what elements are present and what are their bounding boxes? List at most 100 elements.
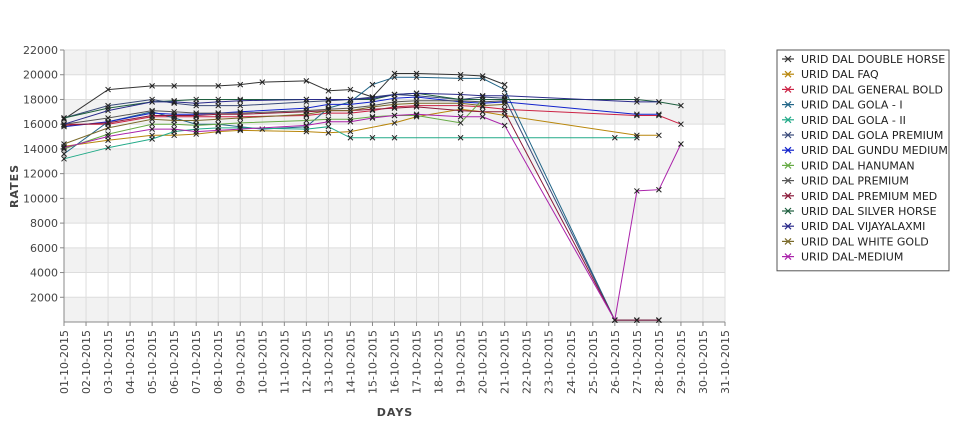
data-point-marker — [215, 99, 222, 105]
legend-marker — [784, 85, 792, 93]
data-point-marker — [325, 87, 332, 94]
x-tick-label: 15-10-2015 — [366, 330, 379, 394]
legend-marker — [784, 131, 792, 139]
data-point-marker — [656, 99, 662, 105]
y-tick-label: 6000 — [30, 242, 58, 255]
data-point-marker — [105, 125, 111, 131]
x-tick-label: 19-10-2015 — [455, 330, 468, 394]
x-tick-label: 05-10-2015 — [146, 330, 159, 394]
x-tick-label: 07-10-2015 — [190, 330, 203, 394]
data-point-marker — [325, 118, 332, 125]
legend-label: URID DAL HANUMAN — [801, 159, 915, 172]
data-point-marker — [678, 121, 684, 128]
legend-item: URID DAL VIJAYALAXMI — [782, 220, 925, 233]
x-tick-label: 10-10-2015 — [256, 330, 269, 394]
grid-lines — [63, 49, 726, 322]
data-point-marker — [61, 115, 67, 121]
data-point-marker — [656, 317, 662, 323]
series-group — [61, 123, 640, 162]
data-point-marker — [479, 73, 486, 79]
data-point-marker — [413, 111, 420, 118]
data-point-marker — [215, 127, 222, 134]
x-tick-label: 31-10-2015 — [719, 330, 732, 394]
legend-item: URID DAL WHITE GOLD — [782, 235, 929, 248]
data-point-marker — [391, 134, 398, 141]
legend-label: URID DAL PREMIUM — [801, 175, 909, 188]
x-axis-title: DAYS — [377, 406, 413, 419]
data-point-marker — [501, 86, 508, 93]
data-point-marker — [105, 144, 111, 151]
data-point-marker — [634, 132, 640, 139]
data-point-marker — [193, 100, 200, 107]
data-point-marker — [413, 90, 420, 97]
data-point-marker — [303, 99, 310, 105]
data-point-marker — [347, 110, 354, 116]
data-point-marker — [457, 107, 464, 114]
legend-marker — [784, 207, 792, 215]
data-point-marker — [61, 144, 67, 151]
legend-item: URID DAL-MEDIUM — [782, 251, 903, 264]
legend-item: URID DAL GUNDU MEDIUM — [782, 144, 948, 157]
y-tick-label: 2000 — [30, 291, 58, 304]
series-line — [63, 76, 659, 321]
data-point-marker — [391, 91, 398, 98]
data-point-marker — [193, 110, 200, 116]
data-point-marker — [479, 108, 486, 115]
data-point-marker — [61, 151, 67, 157]
data-point-marker — [501, 122, 508, 129]
x-axis-ticks: 01-10-2015 02-10-2015 03-10-2015 04-10-2015… — [58, 322, 732, 394]
legend-label: URID DAL-MEDIUM — [801, 251, 903, 264]
data-point-marker — [656, 186, 662, 193]
legend-label: URID DAL WHITE GOLD — [801, 235, 929, 248]
legend-marker — [784, 222, 792, 230]
x-tick-label: 24-10-2015 — [565, 330, 578, 394]
series-line — [63, 92, 659, 125]
x-tick-label: 16-10-2015 — [389, 330, 402, 394]
data-point-marker — [171, 126, 178, 132]
data-point-marker — [369, 104, 376, 110]
legend-label: URID DAL VIJAYALAXMI — [801, 220, 925, 233]
data-point-marker — [325, 129, 332, 136]
data-point-marker — [193, 117, 200, 124]
legend-item: URID DAL DOUBLE HORSE — [782, 53, 945, 66]
data-point-marker — [457, 91, 464, 98]
legend-item: URID DAL GOLA - I — [782, 99, 903, 112]
data-point-marker — [193, 122, 200, 129]
x-tick-label: 03-10-2015 — [102, 330, 115, 394]
data-point-marker — [479, 92, 486, 99]
data-point-marker — [303, 108, 310, 115]
x-tick-label: 18-10-2015 — [433, 330, 446, 394]
data-point-marker — [457, 134, 464, 141]
legend-label: URID DAL GOLA - II — [801, 114, 906, 127]
legend: URID DAL DOUBLE HORSE URID DAL FAQ URID DA… — [776, 49, 950, 272]
y-tick-label: 10000 — [23, 192, 58, 205]
data-point-marker — [149, 107, 155, 114]
series-line — [63, 113, 682, 322]
legend-label: URID DAL GOLA PREMIUM — [801, 129, 943, 142]
data-point-marker — [149, 110, 155, 116]
data-point-marker — [105, 86, 111, 93]
y-axis-title: RATES — [8, 164, 21, 208]
x-tick-label: 13-10-2015 — [322, 330, 335, 394]
data-point-marker — [105, 133, 111, 140]
data-point-marker — [413, 97, 420, 104]
legend-marker — [784, 146, 792, 154]
data-point-marker — [347, 99, 354, 105]
legend-item: URID DAL PREMIUM MED — [782, 190, 937, 203]
series-line — [63, 96, 659, 128]
x-tick-label: 02-10-2015 — [80, 330, 93, 394]
legend-label: URID DAL GUNDU MEDIUM — [801, 144, 948, 157]
x-tick-label: 09-10-2015 — [234, 330, 247, 394]
x-tick-label: 14-10-2015 — [344, 330, 357, 394]
data-point-marker — [325, 116, 332, 123]
legend-marker — [784, 161, 792, 169]
legend-marker — [784, 192, 792, 200]
data-point-marker — [215, 96, 222, 103]
data-point-marker — [237, 120, 244, 126]
data-point-marker — [369, 95, 376, 102]
data-point-marker — [391, 99, 398, 105]
data-point-marker — [457, 100, 464, 107]
data-point-marker — [303, 78, 310, 84]
data-point-marker — [259, 79, 266, 85]
data-point-marker — [347, 128, 354, 135]
